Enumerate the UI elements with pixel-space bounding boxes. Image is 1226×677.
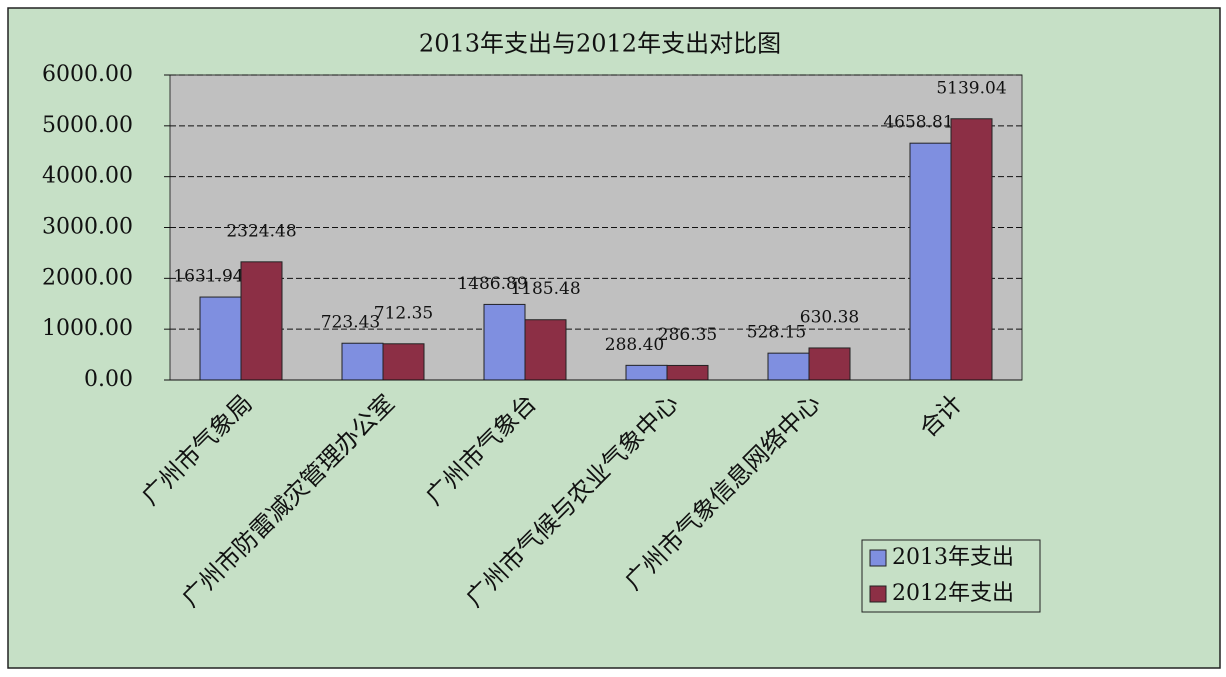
- legend-label: 2012年支出: [892, 581, 1014, 606]
- legend-swatch: [869, 549, 887, 567]
- y-tick-label: 1000.00: [42, 316, 133, 341]
- bar: [666, 364, 709, 381]
- value-label: 528.15: [747, 323, 806, 343]
- value-label: 4658.81: [883, 113, 953, 133]
- legend-swatch: [869, 585, 887, 603]
- value-label: 712.35: [374, 303, 433, 323]
- y-tick-label: 0.00: [84, 367, 133, 392]
- bar: [808, 347, 851, 381]
- bar: [240, 261, 283, 381]
- value-label: 630.38: [800, 307, 859, 327]
- y-tick-label: 6000.00: [42, 62, 133, 87]
- value-label: 1486.89: [457, 274, 527, 294]
- legend-box: [861, 539, 1041, 613]
- bar: [909, 142, 952, 381]
- bar: [950, 118, 993, 381]
- bar: [341, 342, 384, 381]
- bar: [382, 343, 425, 381]
- y-tick-label: 5000.00: [42, 113, 133, 138]
- value-label: 1631.94: [173, 267, 243, 287]
- value-label: 286.35: [658, 325, 717, 345]
- value-label: 288.40: [605, 335, 664, 355]
- bar: [625, 364, 668, 381]
- value-label: 2324.48: [226, 221, 296, 241]
- value-label: 1185.48: [510, 279, 580, 299]
- value-label: 5139.04: [936, 78, 1006, 98]
- bar: [483, 303, 526, 381]
- chart-title: 2013年支出与2012年支出对比图: [419, 30, 781, 58]
- y-tick-label: 4000.00: [42, 164, 133, 189]
- legend-label: 2013年支出: [892, 545, 1014, 570]
- value-label: 723.43: [321, 313, 380, 333]
- y-tick-label: 2000.00: [42, 265, 133, 290]
- bar: [199, 296, 242, 381]
- bar: [767, 352, 810, 381]
- y-tick-label: 3000.00: [42, 215, 133, 240]
- bar: [524, 319, 567, 381]
